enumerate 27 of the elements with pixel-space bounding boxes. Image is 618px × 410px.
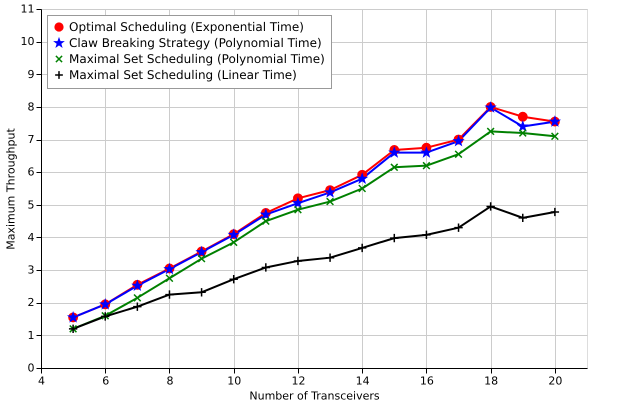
x-tick-label: 14	[356, 374, 370, 388]
x-axis-title: Number of Transceivers	[249, 390, 380, 402]
y-tick-label: 6	[28, 166, 34, 179]
y-tick-label: 5	[28, 198, 34, 212]
y-tick-label: 1	[28, 328, 34, 342]
x-tick-label: 20	[548, 374, 562, 388]
y-tick-label: 11	[20, 2, 34, 16]
y-tick-label: 2	[28, 296, 34, 310]
x-tick-label: 12	[291, 374, 306, 388]
legend-label: Optimal Scheduling (Exponential Time)	[69, 20, 304, 34]
y-axis-title: Maximum Throughput	[4, 128, 18, 250]
y-tick-label: 3	[28, 264, 34, 277]
legend-label: Claw Breaking Strategy (Polynomial Time)	[69, 36, 322, 50]
y-tick-label: 10	[20, 35, 34, 48]
x-tick-label: 4	[38, 374, 45, 388]
x-tick-label: 10	[227, 374, 242, 388]
x-tick-label: 8	[166, 374, 174, 388]
y-tick-label: 9	[28, 68, 34, 81]
x-tick-label: 16	[420, 374, 434, 388]
y-tick-label: 7	[28, 133, 34, 146]
y-tick-label: 4	[28, 230, 34, 244]
legend-label: Maximal Set Scheduling (Polynomial Time)	[69, 52, 325, 66]
y-tick-label: 8	[28, 100, 34, 114]
x-tick-label: 6	[102, 374, 110, 388]
x-tick-label: 18	[484, 374, 498, 388]
legend-label: Maximal Set Scheduling (Linear Time)	[69, 68, 297, 82]
y-tick-label: 0	[28, 362, 34, 374]
